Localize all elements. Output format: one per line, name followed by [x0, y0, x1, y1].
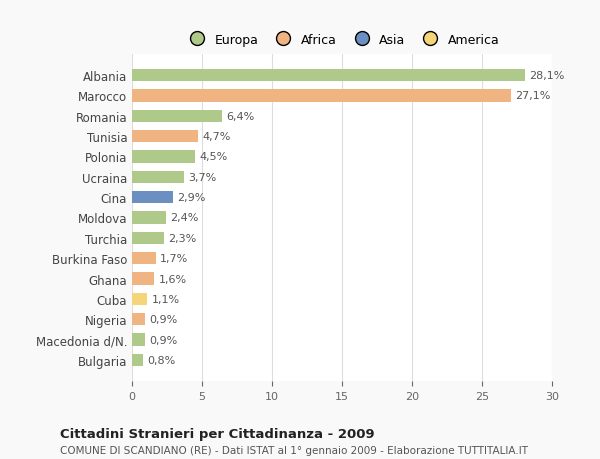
Text: 28,1%: 28,1%: [530, 71, 565, 81]
Bar: [132, 293, 148, 305]
Text: 3,7%: 3,7%: [188, 173, 216, 182]
Text: 0,9%: 0,9%: [149, 314, 177, 325]
Bar: [132, 212, 166, 224]
Text: 1,6%: 1,6%: [158, 274, 187, 284]
Bar: [132, 313, 145, 325]
Text: 1,7%: 1,7%: [160, 254, 188, 263]
Bar: [132, 111, 221, 123]
Bar: [132, 171, 184, 184]
Text: 2,3%: 2,3%: [169, 233, 197, 243]
Text: COMUNE DI SCANDIANO (RE) - Dati ISTAT al 1° gennaio 2009 - Elaborazione TUTTITAL: COMUNE DI SCANDIANO (RE) - Dati ISTAT al…: [60, 445, 528, 455]
Text: 0,8%: 0,8%: [148, 355, 176, 365]
Bar: [132, 90, 511, 102]
Bar: [132, 151, 195, 163]
Bar: [132, 252, 156, 265]
Text: 2,4%: 2,4%: [170, 213, 198, 223]
Bar: [132, 354, 143, 366]
Bar: [132, 232, 164, 244]
Text: 4,5%: 4,5%: [199, 152, 227, 162]
Text: 0,9%: 0,9%: [149, 335, 177, 345]
Text: Cittadini Stranieri per Cittadinanza - 2009: Cittadini Stranieri per Cittadinanza - 2…: [60, 427, 374, 440]
Bar: [132, 273, 154, 285]
Text: 27,1%: 27,1%: [515, 91, 551, 101]
Text: 6,4%: 6,4%: [226, 112, 254, 122]
Text: 1,1%: 1,1%: [152, 294, 180, 304]
Text: 4,7%: 4,7%: [202, 132, 230, 142]
Bar: [132, 334, 145, 346]
Bar: [132, 131, 198, 143]
Legend: Europa, Africa, Asia, America: Europa, Africa, Asia, America: [179, 29, 505, 52]
Bar: [132, 192, 173, 204]
Bar: [132, 70, 526, 82]
Text: 2,9%: 2,9%: [177, 193, 205, 203]
